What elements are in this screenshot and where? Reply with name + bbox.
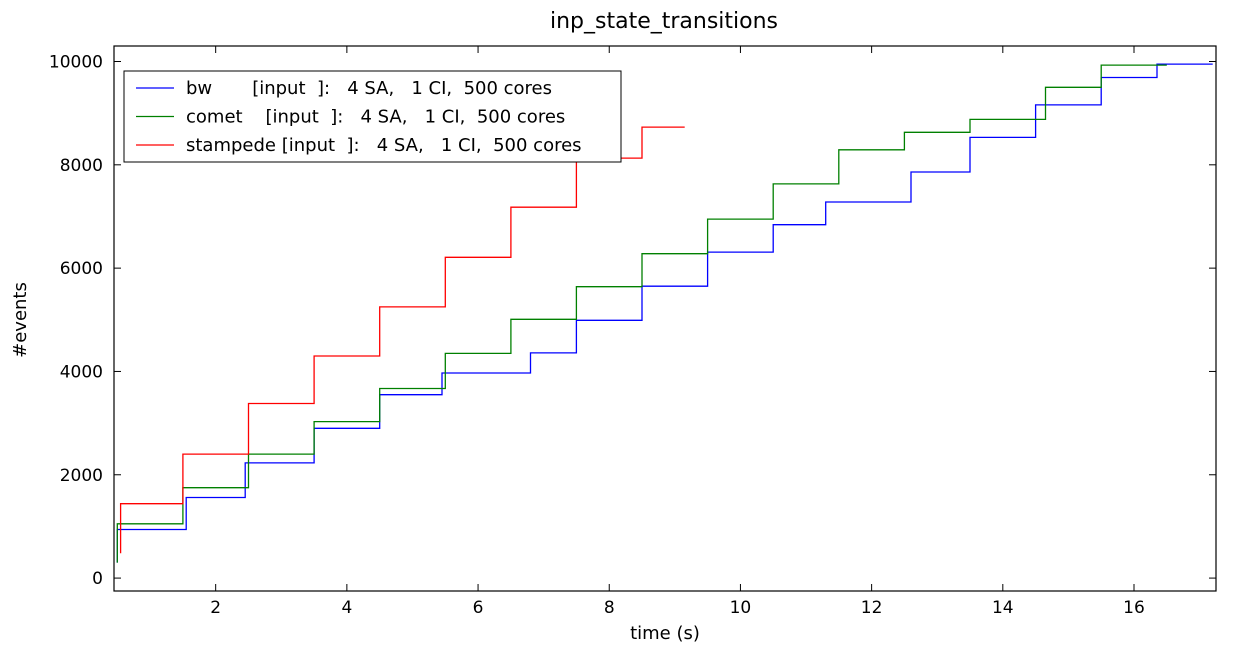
y-axis-title: #events: [10, 282, 31, 358]
x-tick-label: 8: [604, 598, 615, 618]
chart-title: inp_state_transitions: [550, 9, 778, 34]
y-tick-label: 0: [92, 569, 103, 589]
y-tick-label: 4000: [60, 362, 103, 382]
legend-label: comet [input ]: 4 SA, 1 CI, 500 cores: [186, 107, 565, 128]
x-tick-label: 14: [992, 598, 1014, 618]
x-tick-label: 10: [730, 598, 752, 618]
legend-box: [123, 70, 622, 163]
plot-frame: [113, 45, 1217, 592]
legend-label: stampede [input ]: 4 SA, 1 CI, 500 cores: [186, 135, 582, 156]
x-tick-label: 4: [341, 598, 352, 618]
y-tick-label: 6000: [60, 259, 103, 279]
x-tick-label: 16: [1123, 598, 1145, 618]
x-tick-label: 2: [210, 598, 221, 618]
legend-label: bw [input ]: 4 SA, 1 CI, 500 cores: [186, 78, 552, 99]
y-tick-label: 10000: [49, 52, 103, 72]
tick-layer: 2 4 6 8 10 12 14 16 0 2000 4000 6000 8000 10000: [49, 46, 1216, 618]
x-axis-title: time (s): [630, 623, 700, 644]
y-tick-label: 8000: [60, 156, 103, 176]
series-line-1: [116, 64, 1167, 563]
x-tick-label: 6: [473, 598, 484, 618]
y-tick-label: 2000: [60, 466, 103, 486]
series-line-2: [119, 126, 685, 554]
x-tick-label: 12: [861, 598, 883, 618]
legend: bw [input ]: 4 SA, 1 CI, 500 cores comet …: [123, 70, 622, 163]
